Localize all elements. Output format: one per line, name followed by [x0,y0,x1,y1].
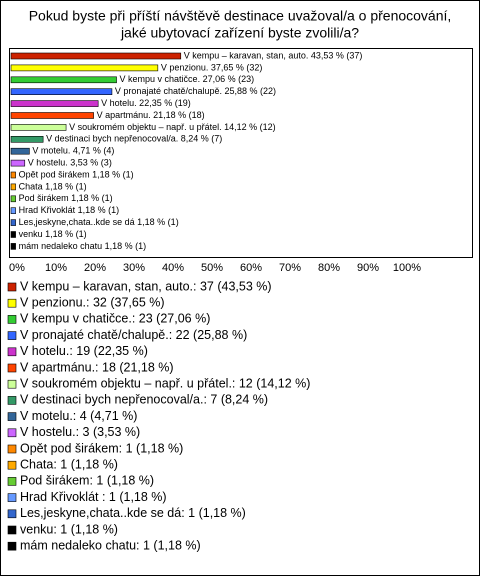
value-label: Opět pod širákem 1,18 % (1) [19,169,134,179]
value-label: V motelu. 4,71 % (4) [32,146,114,156]
value-label: V kempu v chatičce. 27,06 % (23) [120,74,255,84]
legend-swatch [7,412,17,421]
bar [10,124,67,131]
legend-swatch [7,379,17,389]
x-tick-label: 60% [240,262,262,274]
legend-swatch [7,331,17,340]
bar [10,88,113,95]
x-tick-label: 30% [123,262,145,274]
legend-label: Pod širákem: 1 (1,18 %) [20,474,154,488]
legend-swatch [7,493,17,502]
legend-swatch [7,315,17,324]
value-label: V destinaci bych nepřenocoval/a. 8,24 % … [46,134,222,144]
bar [10,76,117,84]
value-label: V penzionu. 37,65 % (32) [161,62,263,72]
bar [10,243,16,250]
legend-swatch [7,428,17,438]
value-label: V hotelu. 22,35 % (19) [101,98,191,108]
value-label: venku 1,18 % (1) [19,229,87,239]
legend-label: V apartmánu.: 18 (21,18 %) [20,360,174,374]
legend-swatch [7,298,17,308]
legend-label: V hostelu.: 3 (3,53 %) [20,425,140,439]
bar [10,231,16,238]
legend-label: Opět pod širákem: 1 (1,18 %) [20,441,183,455]
value-label: mám nedaleko chatu 1,18 % (1) [19,241,147,251]
legend-swatch [7,477,17,486]
x-tick-label: 20% [84,262,106,274]
bar [10,171,16,179]
plot-frame [9,48,473,258]
bar [10,52,182,60]
legend-label: mám nedaleko chatu: 1 (1,18 %) [20,538,201,552]
bar [10,100,99,107]
legend-swatch [7,363,17,373]
legend-label: venku: 1 (1,18 %) [20,522,118,536]
legend-label: Chata: 1 (1,18 %) [20,457,118,471]
legend-swatch [7,541,17,551]
value-label: V apartmánu. 21,18 % (18) [97,110,205,120]
x-tick-label: 90% [357,262,379,274]
legend-label: Hrad Křivoklát : 1 (1,18 %) [20,490,167,504]
legend-label: V kempu – karavan, stan, auto.: 37 (43,5… [20,279,272,293]
legend-label: Les,jeskyne,chata..kde se dá: 1 (1,18 %) [20,506,246,520]
value-label: Pod širákem 1,18 % (1) [19,193,113,203]
legend-label: V soukromém objektu – např. u přátel.: 1… [20,376,310,390]
bar [10,64,159,72]
bar [10,159,26,167]
x-tick-label: 70% [279,262,301,274]
legend-swatch [7,282,17,292]
value-label: Chata 1,18 % (1) [19,181,87,191]
bar [10,147,30,155]
legend-swatch [7,396,17,405]
x-tick-label: 50% [201,262,223,274]
bar [10,183,16,191]
chart-title: Pokud byste při příští návštěvě destinac… [29,8,452,24]
bar [10,207,16,214]
value-label: V hostelu. 3,53 % (3) [28,157,112,167]
value-label: V kempu – karavan, stan, auto. 43,53 % (… [184,50,363,60]
legend-swatch [7,347,17,357]
legend-label: V pronajaté chatě/chalupě.: 22 (25,88 %) [20,328,247,342]
x-tick-label: 80% [318,262,340,274]
bar [10,112,94,119]
legend-label: V destinaci bych nepřenocoval/a.: 7 (8,2… [20,393,268,407]
value-label: Hrad Křivoklát 1,18 % (1) [19,205,120,215]
x-tick-label: 10% [45,262,67,274]
bar [10,195,16,203]
value-label: V soukromém objektu – např. u přátel. 14… [69,122,276,132]
bar [10,136,44,143]
legend-label: V penzionu.: 32 (37,65 %) [20,295,165,309]
x-tick-label: 0% [9,262,25,274]
value-label: Les,jeskyne,chata..kde se dá 1,18 % (1) [19,217,179,227]
legend-label: V hotelu.: 19 (22,35 %) [20,344,148,358]
legend-swatch [7,525,17,535]
legend-swatch [7,460,17,470]
legend-swatch [7,444,17,454]
legend-label: V kempu v chatičce.: 23 (27,06 %) [20,312,210,326]
bar [10,219,16,226]
chart-subtitle: jaké ubytovací zařízení byste zvolili/a? [120,25,359,41]
legend-label: V motelu.: 4 (4,71 %) [20,409,137,423]
x-tick-label: 100% [393,262,421,274]
x-tick-label: 40% [162,262,184,274]
value-label: V pronajaté chatě/chalupě. 25,88 % (22) [115,86,276,96]
legend-swatch [7,509,17,519]
